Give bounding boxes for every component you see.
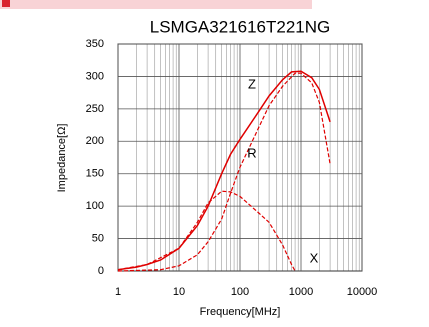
- series-line: [117, 70, 331, 271]
- y-tick-label: 0: [98, 265, 104, 277]
- series-label: Z: [248, 76, 256, 91]
- series-label: X: [310, 250, 319, 265]
- header-strip: [0, 0, 312, 9]
- x-tick-label: 10000: [347, 286, 378, 298]
- y-tick-label: 150: [86, 168, 104, 180]
- y-tick-label: 200: [86, 135, 104, 147]
- y-tick-label: 350: [86, 38, 104, 50]
- x-tick-label: 1000: [289, 286, 313, 298]
- series-line: [117, 190, 296, 272]
- y-tick-label: 250: [86, 103, 104, 115]
- x-axis-label: Frequency[MHz]: [200, 306, 281, 318]
- y-tick-label: 300: [86, 70, 104, 82]
- chart-title: LSMGA321616T221NG: [150, 17, 331, 36]
- header-icon: [2, 0, 10, 7]
- x-tick-label: 1: [115, 286, 121, 298]
- x-tick-label: 100: [231, 286, 249, 298]
- y-axis-label: Impedance[Ω]: [56, 124, 68, 193]
- series-line: [117, 72, 331, 272]
- y-tick-label: 50: [92, 232, 104, 244]
- series-label: R: [247, 145, 256, 160]
- x-tick-label: 10: [173, 286, 185, 298]
- y-tick-label: 100: [86, 200, 104, 212]
